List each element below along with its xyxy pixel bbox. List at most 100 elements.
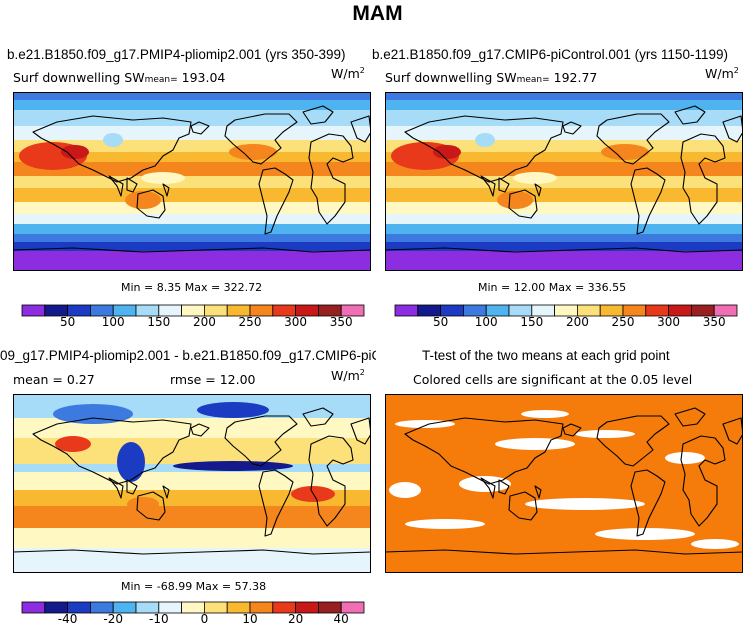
panel2-colorbar: 50 100 150 200 250 300 350 [394, 304, 738, 326]
map-frame [13, 92, 371, 271]
hot-zone-north-america [601, 144, 649, 160]
colorbar-box-0 [394, 304, 419, 317]
colorbar-tick-label-2: -10 [149, 612, 169, 625]
panel4-subtitle: Colored cells are significant at the 0.0… [413, 372, 693, 387]
cloud-zone-pacific [513, 172, 557, 184]
coastline-6 [596, 113, 670, 165]
band-antarctic-edge [13, 242, 371, 251]
colorbar-box-0 [21, 304, 46, 317]
panel3-units: W/m2 [331, 368, 365, 384]
positive-zone-north-africa [55, 436, 91, 452]
map-frame [385, 394, 743, 573]
panel2-min-max: Min = 12.00 Max = 336.55 [478, 281, 627, 294]
panel1-variable: Surf downwelling SW [13, 70, 145, 85]
coastline-10 [722, 115, 743, 143]
difference-band-south-mid [13, 506, 371, 528]
panel1-mean-value: 193.04 [181, 70, 226, 85]
negative-zone-eurasia [53, 404, 133, 424]
band-equator [13, 176, 371, 188]
coastline-0 [32, 417, 192, 485]
colorbar-tick-label-4: 10 [242, 612, 257, 625]
coastline-4 [162, 183, 170, 197]
non-significant-region-3 [665, 452, 705, 464]
band-north-subtropic [13, 126, 371, 140]
coastline-9 [308, 435, 354, 527]
coastline-11 [13, 247, 371, 253]
band-high-north [385, 100, 743, 110]
difference-band-southern-ocean [13, 528, 371, 548]
band-antarctica [13, 251, 371, 271]
coastline-7 [630, 469, 666, 537]
non-significant-region-2 [575, 430, 635, 438]
colorbar-box-14 [340, 304, 365, 317]
difference-band-south-subtropic [13, 490, 371, 506]
colorbar-box-14 [713, 304, 738, 317]
coastline-3 [136, 491, 166, 521]
band-southern-high [13, 234, 371, 242]
non-significant-region-5 [525, 498, 645, 510]
positive-zone-australia [127, 497, 159, 511]
hot-zone-north-america [229, 144, 277, 160]
coastline-6 [596, 415, 670, 467]
colorbar-tick-label-0: -40 [58, 612, 78, 625]
panel2-mean-label: mean= [516, 75, 550, 85]
panel1-map [13, 92, 371, 271]
colorbar-tick-label-4: 250 [612, 315, 635, 326]
cloud-zone-pacific [141, 172, 185, 184]
band-south-subtropic [13, 202, 371, 214]
coastline-10 [350, 417, 371, 445]
coastline-9 [680, 435, 726, 527]
band-southern-ocean [13, 224, 371, 234]
hot-zone-arabia [61, 145, 89, 159]
coastline-6 [224, 113, 298, 165]
band-south-tropic [13, 188, 371, 202]
hot-zone-australia [125, 191, 161, 209]
coastline-8 [302, 105, 334, 125]
difference-band-antarctica [13, 548, 371, 573]
band-arctic [385, 92, 743, 100]
coastline-3 [136, 189, 166, 219]
colorbar-tick-label-0: 50 [433, 315, 448, 326]
coastline-3 [508, 189, 538, 219]
coastline-1 [480, 477, 496, 499]
colorbar-tick-label-5: 300 [284, 315, 307, 326]
coastline-8 [674, 407, 706, 427]
colorbar-tick-label-5: 20 [288, 612, 303, 625]
colorbar-tick-label-3: 200 [193, 315, 216, 326]
colorbar-tick-label-4: 250 [239, 315, 262, 326]
field-group [385, 92, 743, 271]
hot-zone-arabia [433, 145, 461, 159]
cloud-zone-east-asia [103, 133, 123, 147]
panel3-mean: mean = 0.27 [13, 372, 95, 387]
colorbar-tick-label-2: 150 [520, 315, 543, 326]
panel3-min-max: Min = -68.99 Max = 57.38 [121, 580, 267, 593]
panel3-colorbar: -40 -20 -10 0 10 20 40 [21, 601, 365, 625]
coastline-6 [224, 415, 298, 467]
coastline-group [13, 105, 371, 253]
coastline-2 [498, 479, 510, 495]
coastline-7 [258, 469, 294, 537]
colorbar-tick-label-1: 100 [102, 315, 125, 326]
non-significant-region-1 [495, 438, 575, 450]
coastline-2 [126, 177, 138, 193]
cloud-zone-east-asia [475, 133, 495, 147]
coastline-9 [680, 133, 726, 225]
colorbar-tick-label-3: 200 [566, 315, 589, 326]
coastline-11 [385, 247, 743, 253]
panel1-min-max: Min = 8.35 Max = 322.72 [121, 281, 263, 294]
panel1-run-title: b.e21.B1850.f09_g17.PMIP4-pliomip2.001 (… [7, 47, 346, 62]
coastline-0 [404, 417, 564, 485]
panel1-colorbar: 50 100 150 200 250 300 350 [21, 304, 365, 326]
coastline-9 [308, 133, 354, 225]
band-south-tropic [385, 188, 743, 202]
band-equator [385, 176, 743, 188]
band-arctic [13, 92, 371, 100]
band-southern-ocean [385, 224, 743, 234]
band-tropic-north-edge [13, 152, 371, 162]
coastline-5 [190, 423, 210, 437]
panel2-variable: Surf downwelling SW [385, 70, 517, 85]
coastline-group [13, 407, 371, 555]
colorbar-tick-label-1: -20 [103, 612, 123, 625]
map-frame [13, 394, 371, 573]
coastline-0 [32, 115, 192, 183]
